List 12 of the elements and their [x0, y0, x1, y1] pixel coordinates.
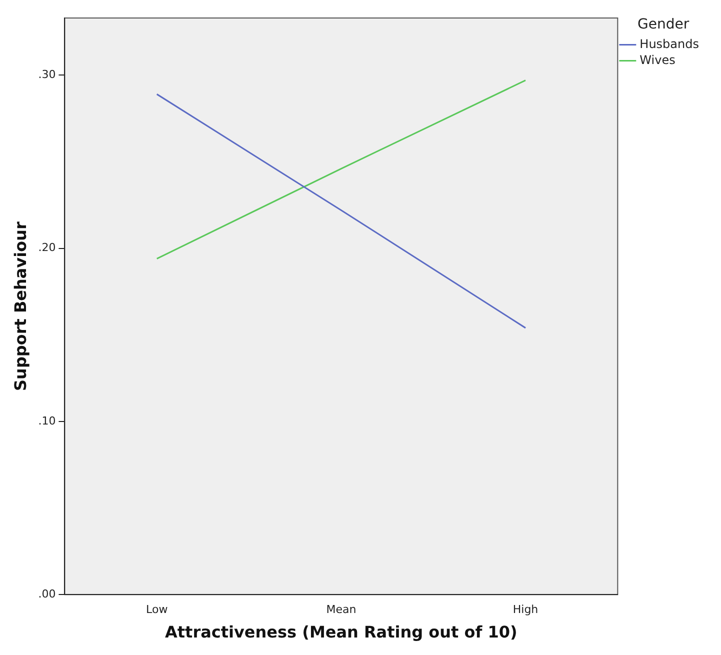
x-tick-label: Mean: [326, 603, 356, 616]
y-tick-label: .30: [38, 68, 56, 81]
y-axis-title: Support Behaviour: [10, 222, 30, 391]
x-tick-label: High: [512, 603, 538, 616]
y-tick-label: .10: [38, 414, 56, 428]
y-tick-label: .00: [38, 587, 56, 600]
legend-title: Gender: [638, 16, 690, 33]
x-tick-label: Low: [146, 603, 168, 616]
y-tick-label: .20: [38, 241, 56, 254]
x-axis-title: Attractiveness (Mean Rating out of 10): [165, 622, 518, 642]
legend-label: Husbands: [640, 36, 699, 51]
legend-label: Wives: [640, 52, 676, 67]
